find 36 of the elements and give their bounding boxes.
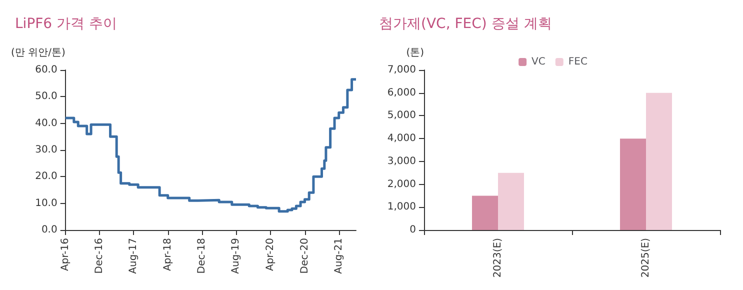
y-tick-label: 4,000 — [387, 133, 416, 144]
x-tick-label: Dec-18 — [196, 238, 208, 274]
x-tick-label: 2023(E) — [492, 238, 504, 278]
y-tick-label: 20.0 — [35, 171, 58, 182]
y-tick-label: 5,000 — [387, 110, 416, 122]
bar — [498, 172, 524, 230]
chart-title: 첨가제(VC, FEC) 증설 계획 — [379, 16, 552, 32]
y-tick-label: 7,000 — [387, 64, 416, 76]
x-tick-label: Apr-18 — [162, 238, 174, 271]
y-tick-label: 6,000 — [387, 87, 416, 98]
x-tick-label: Apr-16 — [60, 238, 71, 271]
y-tick-label: 10.0 — [35, 198, 58, 209]
x-tick-label: 2025(E) — [640, 238, 652, 278]
y-tick-label: 30.0 — [35, 144, 58, 156]
x-tick-label: Dec-20 — [299, 238, 310, 274]
y-tick-label: 50.0 — [35, 91, 58, 102]
x-tick-label: Dec-16 — [94, 238, 106, 274]
y-axis-title: (만 위안/톤) — [10, 48, 66, 58]
x-tick-label: Aug-17 — [128, 238, 140, 274]
y-tick-label: 3,000 — [387, 156, 416, 167]
x-tick-label: Apr-20 — [264, 238, 276, 271]
bar — [472, 196, 498, 230]
y-tick-label: 1,000 — [387, 202, 416, 213]
y-axis-title: (톤) — [406, 48, 424, 58]
bar — [646, 92, 672, 230]
y-tick-label: 40.0 — [35, 118, 58, 129]
y-tick-label: 2,000 — [387, 178, 416, 190]
y-tick-label: 0 — [410, 224, 416, 236]
y-tick-label: 0.0 — [41, 224, 58, 236]
legend-label: VC — [532, 56, 546, 68]
y-tick-label: 60.0 — [35, 64, 58, 76]
x-tick-label: Aug-21 — [333, 238, 344, 274]
legend-label: FEC — [568, 56, 588, 68]
chart-title: LiPF6 가격 추이 — [15, 16, 117, 32]
x-tick-label: Aug-19 — [230, 238, 242, 274]
bar — [620, 138, 646, 230]
